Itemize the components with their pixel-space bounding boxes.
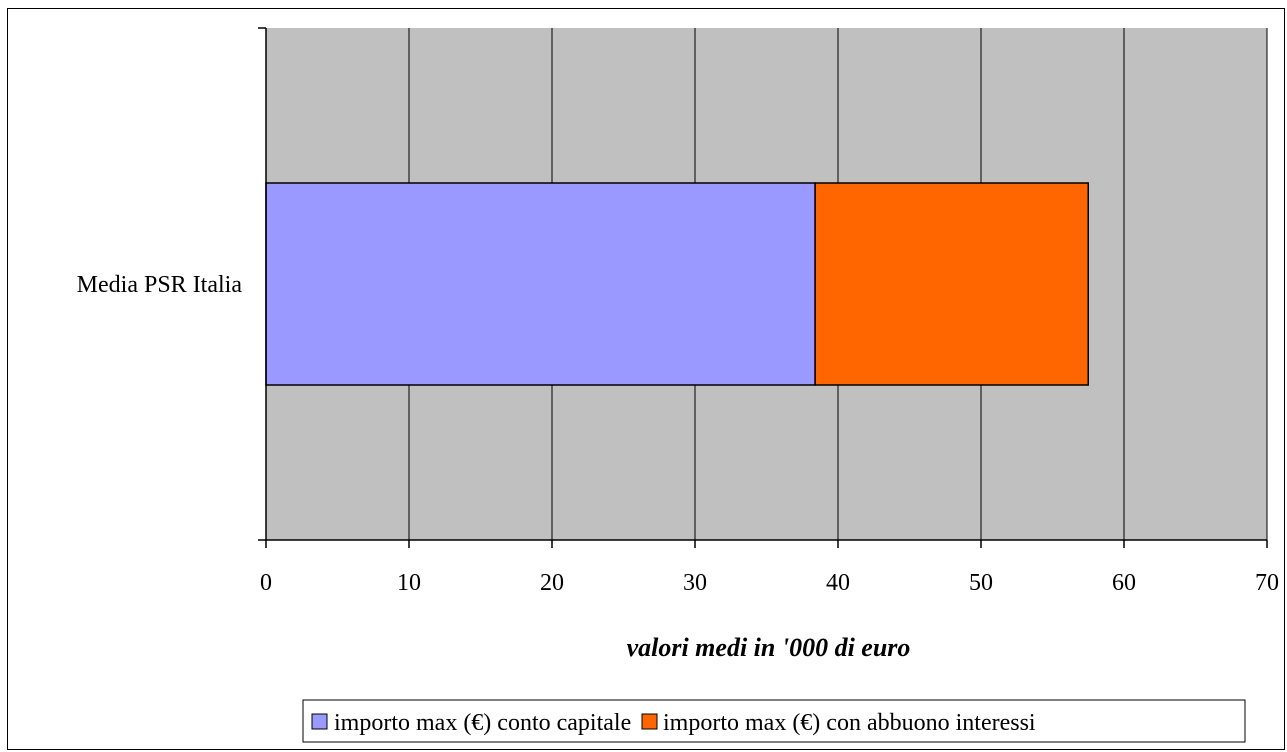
x-tick-label: 0 [260, 570, 272, 596]
x-tick-label: 50 [969, 570, 993, 596]
x-tick-label: 60 [1112, 570, 1136, 596]
legend-entry-conto-capitale: importo max (€) conto capitale [334, 710, 631, 736]
x-axis-label: valori medi in '000 di euro [627, 633, 911, 662]
legend: importo max (€) conto capitale importo m… [302, 699, 1246, 743]
legend-swatch-abbuono-interessi [641, 713, 658, 730]
x-tick-label: 70 [1255, 570, 1279, 596]
x-tick-label: 20 [540, 570, 564, 596]
x-tick-label: 40 [826, 570, 850, 596]
x-tick-labels: 0 10 20 30 40 50 60 70 [260, 570, 1279, 596]
legend-box [302, 699, 1246, 743]
legend-entry-abbuono-interessi: importo max (€) con abbuono interessi [663, 710, 1036, 736]
x-tick-label: 10 [397, 570, 421, 596]
category-label: Media PSR Italia [77, 272, 243, 298]
bar-abbuono-interessi [814, 182, 1089, 386]
legend-swatch-conto-capitale [311, 713, 328, 730]
bars [265, 182, 1089, 386]
bar-conto-capitale [265, 182, 816, 386]
x-tick-label: 30 [683, 570, 707, 596]
axes [258, 27, 1268, 548]
